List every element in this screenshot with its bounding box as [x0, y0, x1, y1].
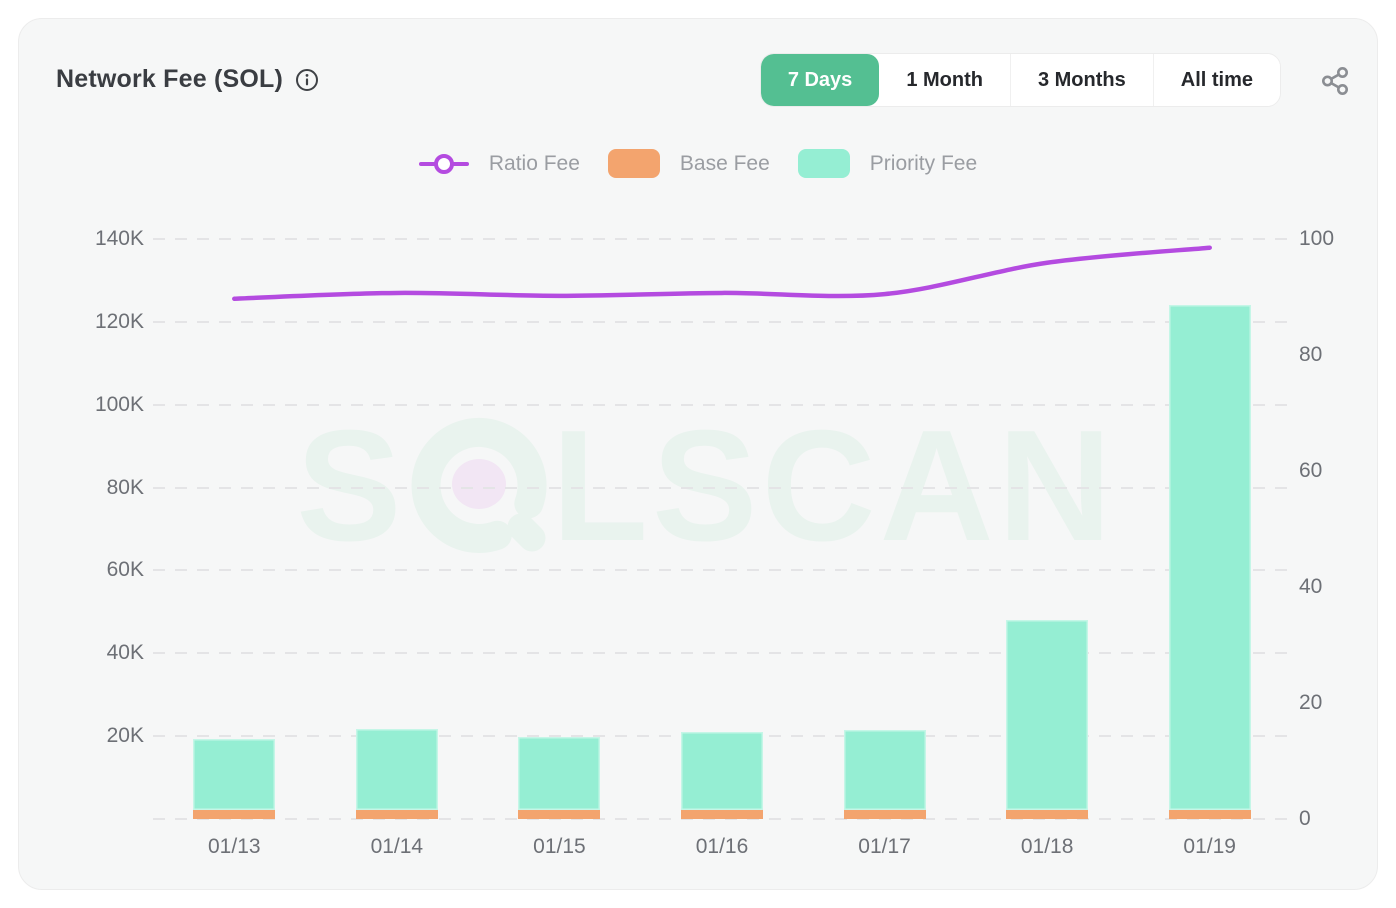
time-range-7-days[interactable]: 7 Days: [760, 54, 880, 106]
legend-item-ratio-fee[interactable]: Ratio Fee: [418, 151, 580, 176]
y-axis-left-tick: 40K: [106, 641, 144, 665]
line-marker-icon: [418, 153, 469, 175]
bar-priority-fee: [681, 732, 763, 811]
card-header: Network Fee (SOL): [56, 65, 319, 94]
chart-plot: S LSCAN 20K 40K 60K 80K 100K 120K 140K 0 20 40 60 8…: [19, 19, 1377, 889]
share-icon[interactable]: [1319, 65, 1351, 97]
bar-priority-fee: [843, 729, 926, 810]
y-axis-right-tick: 0: [1299, 807, 1311, 830]
bar-base-fee: [518, 810, 601, 819]
x-axis-tick: 01/16: [695, 835, 749, 858]
bar-base-fee: [1006, 810, 1089, 819]
bar-priority-fee: [1006, 620, 1089, 811]
y-axis-left-tick: 80K: [106, 475, 144, 499]
time-range-3-months[interactable]: 3 Months: [1009, 54, 1153, 106]
chart-legend: Ratio Fee Base Fee Priority Fee: [19, 149, 1377, 178]
network-fee-card: Network Fee (SOL) 7 Days 1 Month 3 Month…: [18, 18, 1378, 890]
time-range-group: 7 Days 1 Month 3 Months All time: [759, 53, 1281, 107]
x-axis-tick: 01/15: [533, 835, 586, 858]
bar-base-fee: [193, 810, 276, 819]
legend-label: Priority Fee: [869, 151, 978, 175]
bar-priority-fee: [193, 739, 276, 811]
x-axis-tick: 01/14: [370, 835, 424, 858]
x-axis-tick: 01/13: [208, 835, 261, 858]
bar-priority-fee: [518, 737, 601, 811]
bar-base-fee: [355, 810, 438, 819]
x-axis-tick: 01/17: [858, 835, 911, 858]
bar-base-fee: [1168, 810, 1251, 819]
x-axis-tick: 01/19: [1183, 835, 1236, 858]
y-axis-right-tick: 40: [1299, 575, 1323, 598]
swatch-icon: [797, 149, 850, 178]
y-axis-left-tick: 20K: [106, 724, 144, 748]
swatch-icon: [607, 149, 660, 178]
y-axis-left-tick: 100K: [94, 392, 144, 416]
bar-priority-fee: [1168, 305, 1251, 811]
y-axis-left-tick: 140K: [94, 227, 144, 250]
bar-base-fee: [843, 809, 926, 819]
y-axis-right-tick: 80: [1299, 343, 1323, 366]
bar-priority-fee: [355, 728, 438, 811]
x-axis-tick: 01/18: [1020, 835, 1074, 858]
y-axis-right-tick: 60: [1299, 459, 1323, 482]
y-axis-left-tick: 60K: [106, 558, 144, 582]
page-title: Network Fee (SOL): [56, 65, 284, 93]
y-axis-right-tick: 20: [1299, 691, 1323, 714]
time-range-all-time[interactable]: All time: [1152, 54, 1280, 106]
info-icon[interactable]: [295, 68, 319, 92]
y-axis-left-tick: 120K: [94, 309, 144, 333]
legend-label: Ratio Fee: [488, 151, 580, 175]
bar-base-fee: [681, 810, 763, 819]
time-range-1-month[interactable]: 1 Month: [879, 54, 1010, 106]
legend-item-base-fee[interactable]: Base Fee: [607, 149, 770, 178]
legend-label: Base Fee: [679, 151, 770, 175]
y-axis-right-tick: 100: [1299, 227, 1335, 250]
legend-item-priority-fee[interactable]: Priority Fee: [797, 149, 978, 178]
